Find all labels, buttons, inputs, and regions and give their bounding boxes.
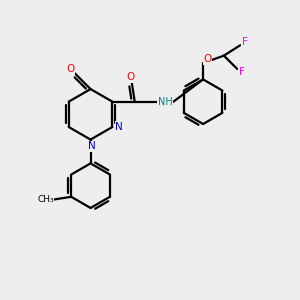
Text: N: N — [115, 122, 123, 132]
Text: F: F — [239, 67, 245, 77]
Text: O: O — [126, 72, 134, 82]
Text: O: O — [203, 55, 212, 64]
Text: NH: NH — [158, 97, 173, 107]
Text: CH₃: CH₃ — [37, 195, 54, 204]
Text: O: O — [67, 64, 75, 74]
Text: N: N — [88, 141, 96, 151]
Text: F: F — [242, 37, 247, 47]
